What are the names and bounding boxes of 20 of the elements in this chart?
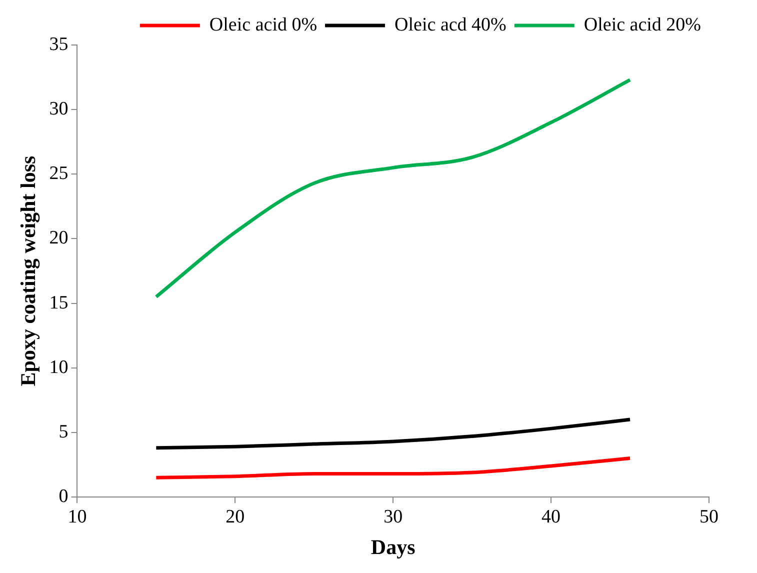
- y-tick-label: 0: [58, 486, 68, 507]
- y-tick-label: 5: [58, 421, 68, 442]
- legend-label: Oleic acd 40%: [394, 14, 507, 36]
- x-tick-label: 40: [542, 506, 561, 528]
- y-tick-label: 30: [49, 98, 68, 120]
- y-tick-label: 15: [49, 292, 68, 314]
- legend-label: Oleic acid 20%: [584, 14, 702, 36]
- line-series: [154, 418, 632, 450]
- y-tick-label: 20: [49, 228, 68, 249]
- x-tick-label: 30: [384, 506, 403, 528]
- x-axis-title: Days: [370, 534, 416, 559]
- line-series: [154, 78, 632, 299]
- y-tick-label: 35: [49, 34, 68, 55]
- legend-label: Oleic acid 0%: [209, 14, 318, 36]
- y-tick-label: 25: [49, 163, 68, 184]
- y-tick-label: 10: [49, 356, 68, 378]
- x-tick-label: 20: [226, 506, 245, 528]
- y-axis-title: Epoxy coating weight loss: [16, 156, 40, 386]
- x-tick-label: 50: [700, 506, 718, 528]
- line-series: [154, 456, 632, 480]
